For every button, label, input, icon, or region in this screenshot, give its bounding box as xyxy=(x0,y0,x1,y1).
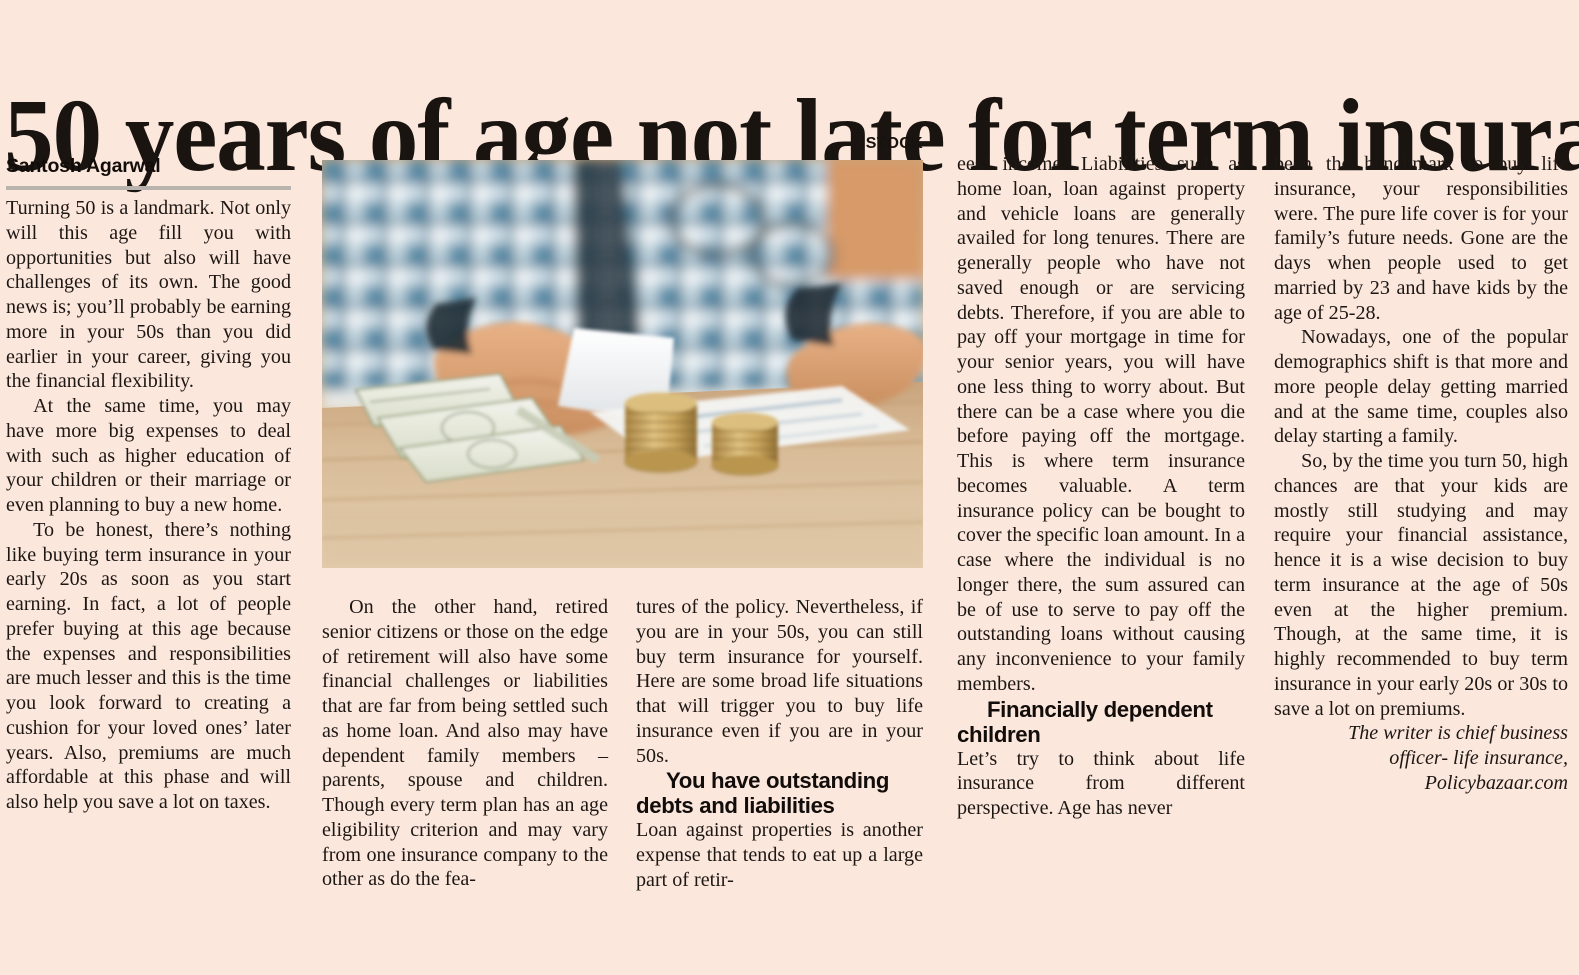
article-column-2: On the other hand, retired senior citize… xyxy=(322,595,608,892)
byline-author: Santosh Agarwal xyxy=(6,155,161,177)
paragraph: To be honest, there’s nothing like buyin… xyxy=(6,518,291,813)
writer-attribution: The writer is chief business officer- li… xyxy=(1348,722,1568,794)
photo-illustration xyxy=(322,160,923,568)
byline: Santosh Agarwal xyxy=(6,155,291,190)
section-heading-children: Financially dependent children xyxy=(957,696,1213,747)
paragraph: ees’ income. Liabilities such as home lo… xyxy=(957,153,1245,695)
paragraph: tures of the policy. Nevertheless, if yo… xyxy=(636,596,923,767)
paragraph: On the other hand, retired senior citize… xyxy=(322,596,608,891)
article-column-4: ees’ income. Liabilities such as home lo… xyxy=(957,152,1245,821)
article-photo xyxy=(322,160,923,568)
section-heading-debts: You have outstanding debts and liabiliti… xyxy=(636,768,890,819)
article-column-1: Turning 50 is a landmark. Not only will … xyxy=(6,196,291,815)
paragraph: Let’s try to think about life insurance … xyxy=(957,747,1245,820)
paragraph: been the benchmark to buy life insurance… xyxy=(1274,153,1568,324)
paragraph: So, by the time you turn 50, high chance… xyxy=(1274,450,1568,720)
paragraph: Turning 50 is a landmark. Not only will … xyxy=(6,197,291,393)
article-column-3: tures of the policy. Nevertheless, if yo… xyxy=(636,595,923,893)
photo-credit: ISTOCK xyxy=(861,135,923,152)
paragraph: Loan against properties is another expen… xyxy=(636,819,923,891)
byline-divider xyxy=(6,186,291,190)
paragraph: Nowadays, one of the popular demographic… xyxy=(1274,326,1568,448)
article-column-5: been the benchmark to buy life insurance… xyxy=(1274,152,1568,796)
paragraph: At the same time, you may have more big … xyxy=(6,395,291,516)
